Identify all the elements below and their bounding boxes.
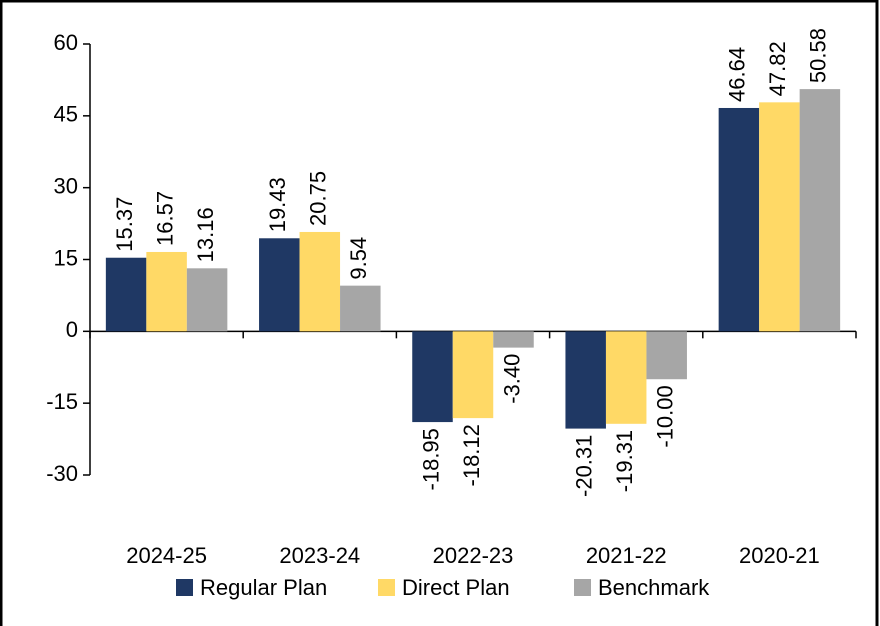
data-label: -18.12 (459, 424, 484, 486)
data-label: 13.16 (193, 207, 218, 262)
y-tick-label: 60 (54, 30, 78, 55)
bar (718, 107, 760, 332)
y-tick-label: -15 (46, 389, 78, 414)
bar (340, 285, 381, 332)
bar (452, 331, 494, 419)
bar (646, 331, 687, 380)
y-tick-label: 15 (54, 245, 78, 270)
x-tick-label: 2022-23 (433, 543, 514, 568)
legend-swatch (378, 579, 395, 596)
data-label: 19.43 (265, 177, 290, 232)
y-tick-label: 0 (66, 317, 78, 342)
bar (259, 238, 300, 332)
bar (412, 331, 453, 423)
x-tick-label: 2024-25 (126, 543, 207, 568)
data-label: 20.75 (306, 171, 331, 226)
x-tick-label: 2021-22 (586, 543, 667, 568)
y-tick-label: 30 (54, 173, 78, 198)
data-label: 46.64 (725, 47, 750, 102)
data-label: -10.00 (653, 385, 678, 447)
data-label: 50.58 (806, 28, 831, 83)
bar (565, 331, 606, 429)
legend-swatch (176, 579, 193, 596)
x-tick-label: 2023-24 (279, 543, 360, 568)
bar (299, 231, 341, 332)
bar (493, 331, 534, 348)
bar (605, 331, 647, 424)
y-tick-label: 45 (54, 102, 78, 127)
legend-label: Direct Plan (402, 575, 510, 600)
data-label: 16.57 (152, 191, 177, 246)
bar (146, 251, 187, 332)
data-label: -19.31 (612, 430, 637, 492)
data-label: 47.82 (765, 41, 790, 96)
bar (105, 257, 147, 332)
data-label: -18.95 (418, 428, 443, 490)
data-label: 15.37 (112, 197, 137, 252)
y-tick-label: -30 (46, 461, 78, 486)
bar (186, 268, 228, 332)
data-label: -3.40 (499, 354, 524, 404)
bar (759, 102, 800, 332)
bar (799, 89, 841, 332)
data-label: -20.31 (572, 435, 597, 497)
data-label: 9.54 (346, 237, 371, 280)
legend-label: Benchmark (598, 575, 710, 600)
legend-label: Regular Plan (200, 575, 327, 600)
legend-swatch (574, 579, 591, 596)
x-tick-label: 2020-21 (739, 543, 820, 568)
